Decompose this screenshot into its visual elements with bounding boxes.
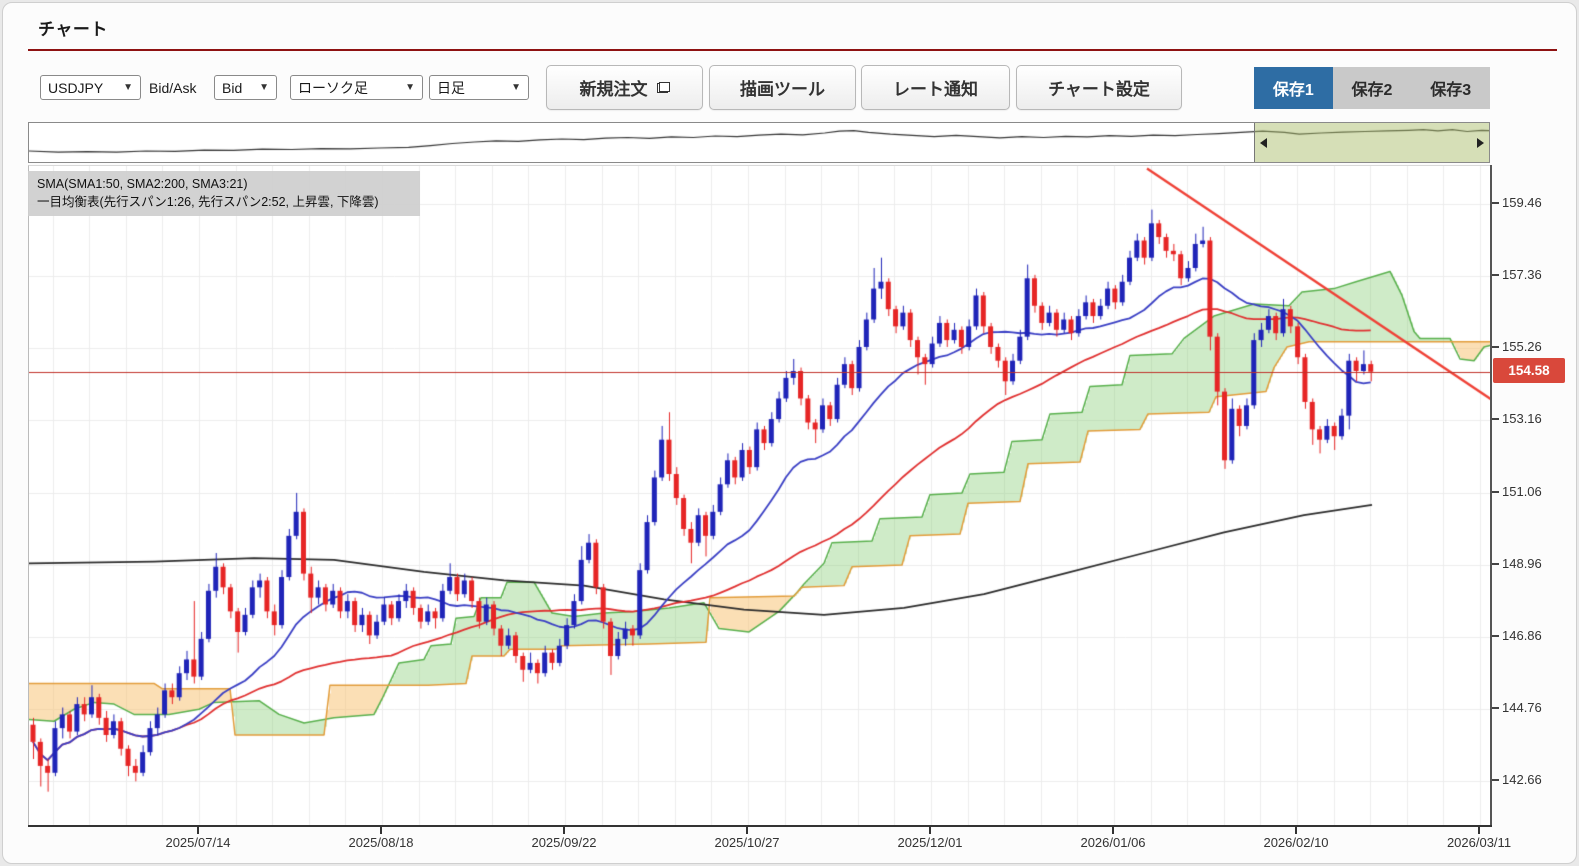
y-axis-label: 155.26	[1502, 339, 1542, 355]
y-axis-label: 151.06	[1502, 483, 1542, 499]
overview-chart-canvas[interactable]	[29, 123, 1489, 162]
overview-chart[interactable]	[28, 122, 1490, 163]
time-axis-line	[28, 825, 1492, 827]
x-axis-tick	[1112, 825, 1114, 834]
save-tab-2[interactable]: 保存2	[1351, 82, 1393, 99]
x-axis-label: 2025/08/18	[348, 835, 414, 850]
x-axis-label: 2026/03/11	[1446, 835, 1512, 850]
y-axis-tick	[1492, 202, 1499, 205]
current-price-badge: 154.58	[1493, 357, 1565, 383]
new-order-label: 新規注文	[579, 80, 648, 99]
save-tab-1[interactable]: 保存1	[1254, 67, 1333, 109]
main-chart-canvas[interactable]	[29, 166, 1491, 826]
timeframe-select-value: 日足	[437, 79, 465, 96]
y-axis-label: 146.86	[1502, 627, 1542, 643]
selection-left-handle-icon[interactable]	[1259, 137, 1267, 148]
title-divider	[28, 49, 1557, 51]
bid-ask-label: Bid/Ask	[149, 80, 197, 96]
bid-ask-select-value: Bid	[222, 79, 243, 96]
y-axis-tick	[1492, 779, 1499, 782]
save-tabs: 保存1 保存2 保存3	[1254, 67, 1490, 109]
new-order-button[interactable]: 新規注文	[546, 65, 703, 110]
price-axis-line	[1490, 165, 1492, 826]
overview-selection-region[interactable]	[1253, 123, 1489, 162]
y-axis-tick	[1492, 706, 1499, 709]
y-axis-label: 159.46	[1502, 195, 1542, 211]
y-axis-tick	[1492, 274, 1499, 277]
chevron-down-icon: ▼	[259, 82, 269, 93]
indicator-legend: SMA(SMA1:50, SMA2:200, SMA3:21) 一目均衡表(先行…	[28, 171, 420, 216]
y-axis-label: 148.96	[1502, 555, 1542, 571]
legend-sma: SMA(SMA1:50, SMA2:200, SMA3:21)	[37, 177, 248, 191]
x-axis-tick	[563, 825, 565, 834]
y-axis-tick	[1492, 346, 1499, 349]
x-axis-tick	[1295, 825, 1297, 834]
y-axis-label: 144.76	[1502, 699, 1542, 715]
y-axis-label: 142.66	[1502, 772, 1542, 788]
draw-tools-label: 描画ツール	[740, 80, 825, 99]
chevron-down-icon: ▼	[511, 82, 521, 93]
timeframe-select[interactable]: 日足 ▼	[429, 75, 529, 100]
x-axis-label: 2026/01/06	[1080, 835, 1146, 850]
x-axis-tick	[746, 825, 748, 834]
chart-type-select[interactable]: ローソク足 ▼	[290, 75, 423, 100]
chart-settings-label: チャート設定	[1048, 80, 1150, 99]
x-axis-tick	[380, 825, 382, 834]
chart-type-select-value: ローソク足	[298, 79, 368, 96]
legend-ichimoku: 一目均衡表(先行スパン1:26, 先行スパン2:52, 上昇雲, 下降雲)	[37, 195, 379, 209]
save-tab-3[interactable]: 保存3	[1430, 82, 1472, 99]
page-title: チャート	[38, 20, 108, 39]
chevron-down-icon: ▼	[123, 82, 133, 93]
y-axis-tick	[1492, 418, 1499, 421]
y-axis-label: 157.36	[1502, 267, 1542, 283]
x-axis-label: 2025/12/01	[897, 835, 963, 850]
symbol-select-value: USDJPY	[48, 79, 104, 96]
popout-window-icon	[656, 82, 670, 93]
rate-alert-button[interactable]: レート通知	[861, 65, 1010, 110]
draw-tools-button[interactable]: 描画ツール	[709, 65, 856, 110]
y-axis-tick	[1492, 490, 1499, 493]
x-axis-tick	[1478, 825, 1480, 834]
x-axis-label: 2025/09/22	[531, 835, 597, 850]
chevron-down-icon: ▼	[405, 82, 415, 93]
rate-alert-label: レート通知	[893, 80, 978, 99]
x-axis-tick	[197, 825, 199, 834]
y-axis-tick	[1492, 562, 1499, 565]
x-axis-label: 2025/07/14	[165, 835, 231, 850]
main-chart[interactable]	[28, 165, 1491, 826]
x-axis-tick	[929, 825, 931, 834]
chart-settings-button[interactable]: チャート設定	[1016, 65, 1182, 110]
selection-right-handle-icon[interactable]	[1476, 137, 1484, 148]
x-axis-label: 2026/02/10	[1263, 835, 1329, 850]
y-axis-label: 153.16	[1502, 411, 1542, 427]
symbol-select[interactable]: USDJPY ▼	[40, 75, 141, 100]
x-axis-label: 2025/10/27	[714, 835, 780, 850]
bid-ask-select[interactable]: Bid ▼	[214, 75, 277, 100]
y-axis-tick	[1492, 634, 1499, 637]
